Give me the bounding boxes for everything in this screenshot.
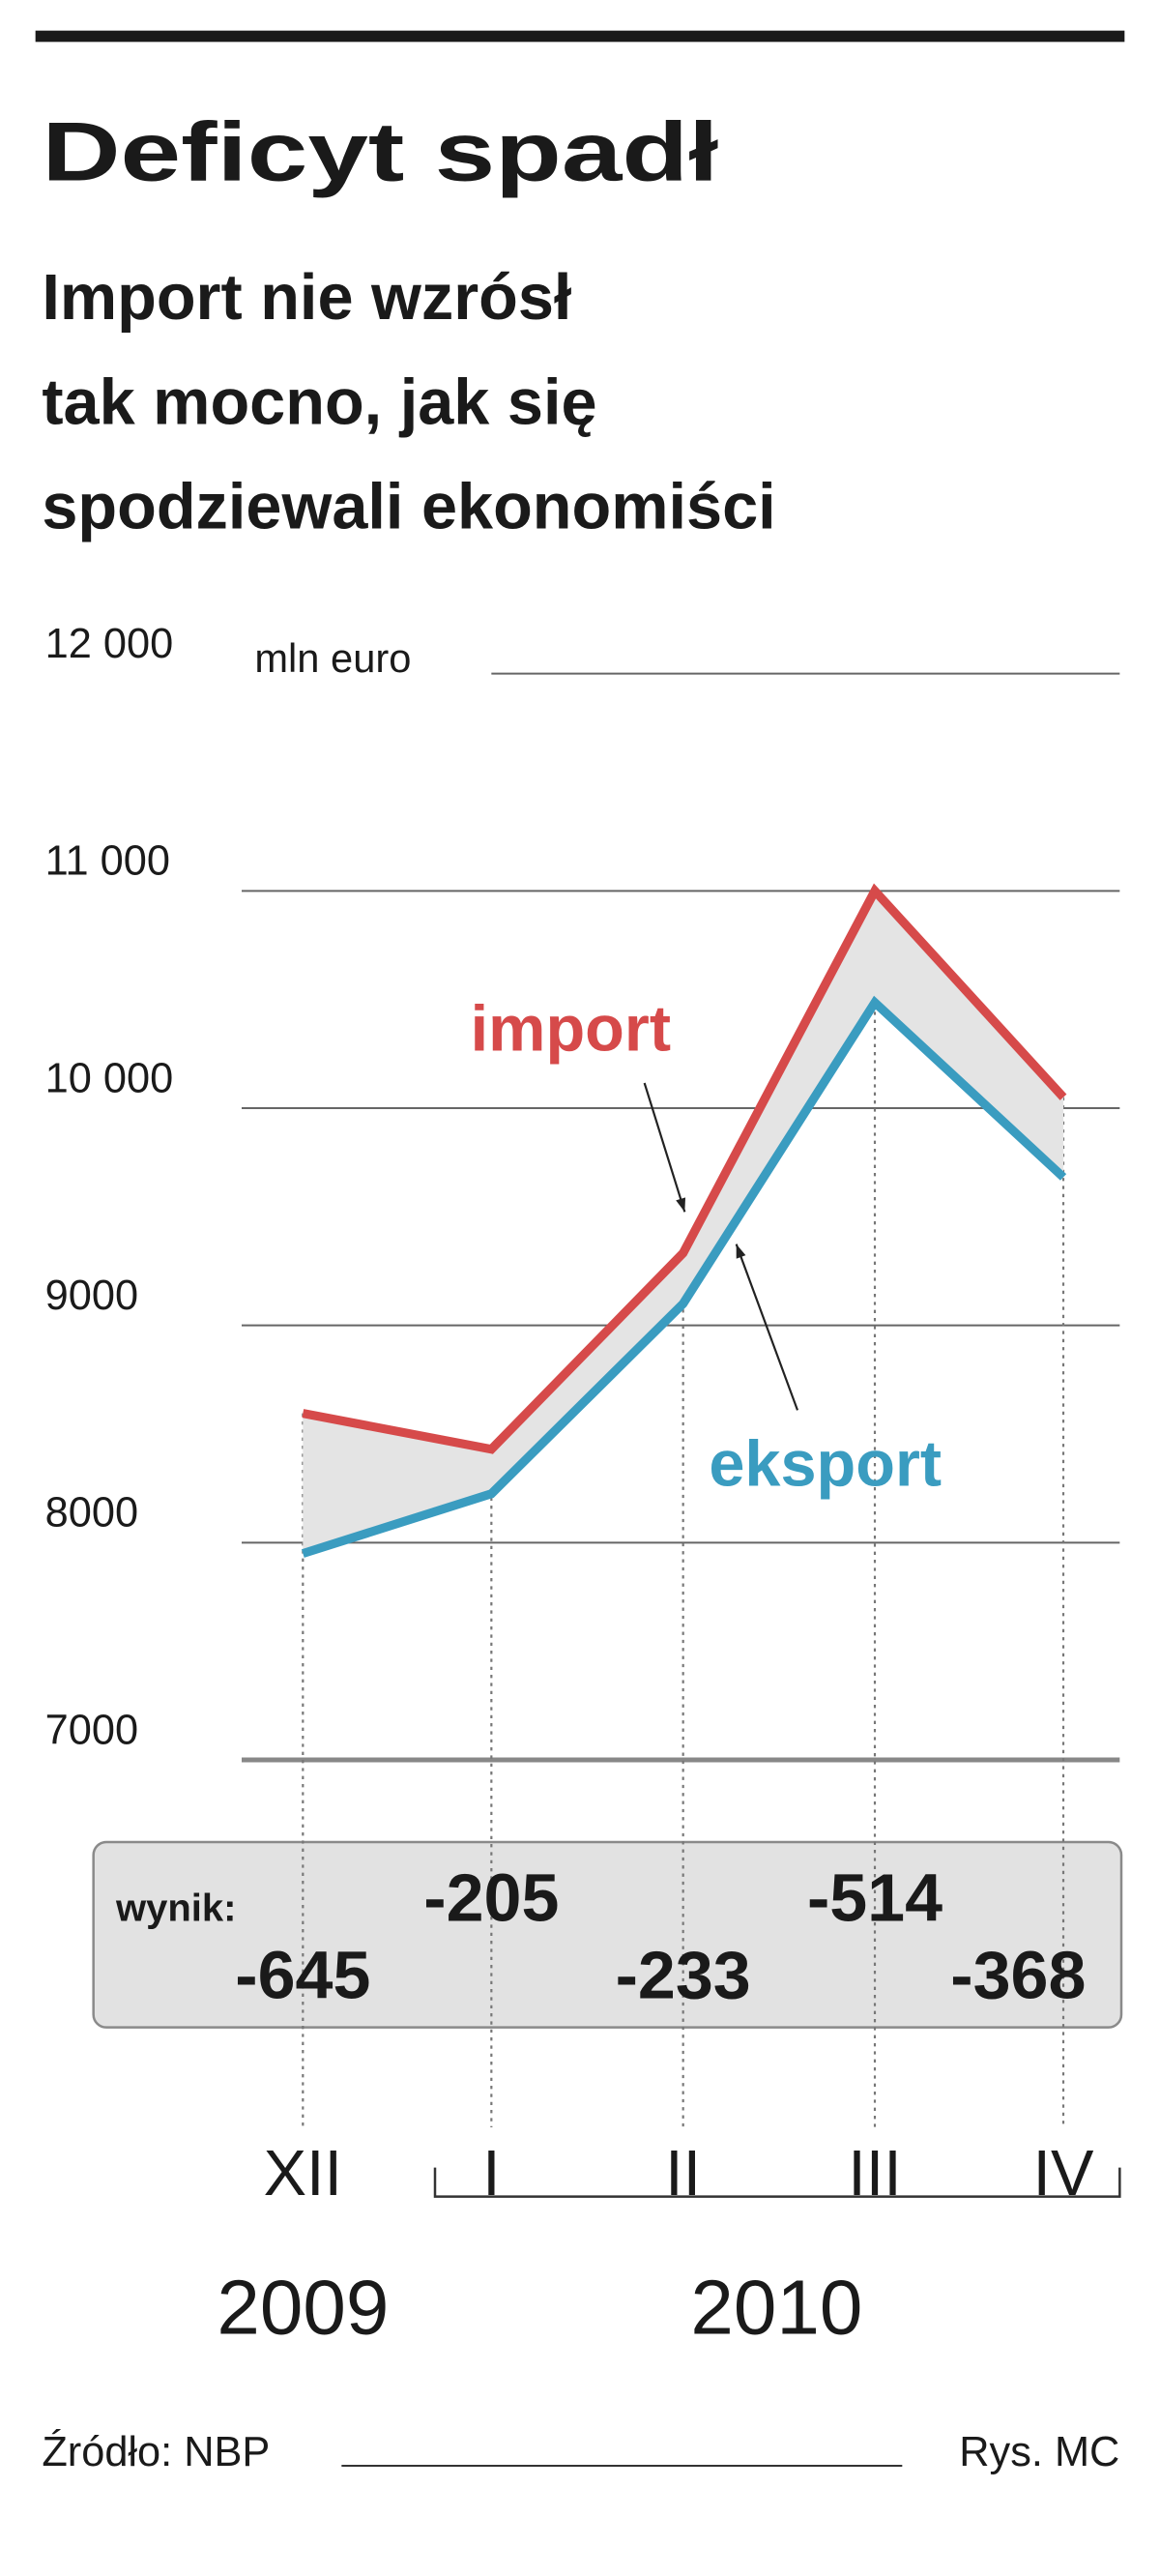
series-line <box>301 995 1067 1558</box>
gap-area <box>303 891 1063 1554</box>
credit: Rys. MC <box>959 2429 1119 2475</box>
top-rule <box>35 30 1125 43</box>
result-value: -205 <box>423 1860 559 1936</box>
chart-subtitle: tak mocno, jak się <box>42 366 596 438</box>
x-tick-label: IV <box>1033 2138 1095 2210</box>
y-tick-label: 11 000 <box>45 838 170 885</box>
chart-subtitle: spodziewali ekonomiści <box>42 472 775 543</box>
y-tick-label: 8000 <box>45 1490 138 1537</box>
year-label: 2009 <box>217 2264 389 2350</box>
series-line <box>302 883 1067 1454</box>
legend-label: import <box>471 994 671 1066</box>
chart-title: Deficyt spadł <box>42 106 718 199</box>
chart-subtitle: Import nie wzrósł <box>42 262 571 334</box>
year-label: 2010 <box>690 2264 862 2350</box>
y-tick-label: 7000 <box>45 1707 138 1753</box>
result-value: -514 <box>807 1860 942 1936</box>
pointer-head <box>736 1244 746 1259</box>
pointer <box>735 1244 799 1411</box>
x-tick-label: I <box>482 2138 501 2210</box>
unit-label: mln euro <box>254 635 411 681</box>
result-box <box>92 1840 1123 2029</box>
result-value: -233 <box>616 1938 751 2013</box>
year-bracket <box>433 2167 1121 2198</box>
x-tick-label: III <box>848 2138 902 2210</box>
y-tick-label: 12 000 <box>45 621 174 667</box>
result-value: -645 <box>235 1938 370 2013</box>
y-tick-label: 9000 <box>45 1273 138 1319</box>
x-tick-label: XII <box>264 2138 343 2210</box>
legend-label: eksport <box>709 1429 942 1501</box>
x-tick-label: II <box>665 2138 701 2210</box>
result-value: -368 <box>950 1938 1086 2013</box>
y-tick-label: 10 000 <box>45 1055 174 1101</box>
source: Źródło: NBP <box>42 2429 270 2475</box>
pointer <box>643 1082 686 1213</box>
pointer-head <box>676 1197 686 1213</box>
result-label: wynik: <box>115 1888 236 1930</box>
